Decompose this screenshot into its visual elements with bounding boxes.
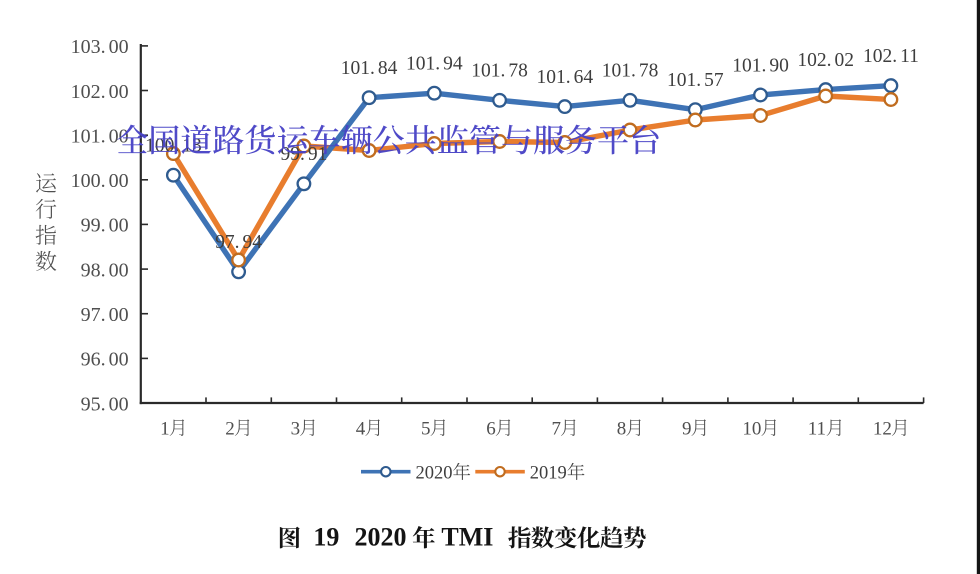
svg-text:103.00: 103. 00 bbox=[71, 36, 129, 58]
svg-text:99.91: 99. 91 bbox=[280, 144, 327, 165]
svg-text:2019: 2019 bbox=[530, 463, 567, 483]
svg-text:102.00: 102. 00 bbox=[71, 81, 129, 103]
svg-text:101.57: 101. 57 bbox=[667, 70, 724, 91]
svg-text:2: 2 bbox=[225, 419, 235, 440]
svg-text:11: 11 bbox=[808, 419, 826, 440]
svg-text:3: 3 bbox=[291, 419, 301, 440]
svg-text:97.00: 97. 00 bbox=[81, 304, 129, 326]
svg-text:1: 1 bbox=[160, 419, 170, 440]
svg-text:95.00: 95. 00 bbox=[81, 393, 129, 415]
svg-text:99.00: 99. 00 bbox=[81, 215, 129, 237]
svg-text:101.64: 101. 64 bbox=[536, 67, 593, 88]
svg-text:4: 4 bbox=[356, 419, 366, 440]
svg-text:101.94: 101. 94 bbox=[406, 54, 463, 75]
svg-text:100.00: 100. 00 bbox=[71, 170, 129, 192]
svg-text:8: 8 bbox=[617, 419, 627, 440]
svg-text:101.00: 101. 00 bbox=[71, 126, 129, 148]
svg-text:98.00: 98. 00 bbox=[81, 259, 129, 281]
svg-text:101.90: 101. 90 bbox=[732, 55, 789, 76]
svg-text:101.78: 101. 78 bbox=[471, 61, 528, 82]
svg-text:97.94: 97. 94 bbox=[215, 232, 262, 253]
svg-text:10: 10 bbox=[742, 419, 761, 440]
svg-text:TMI: TMI bbox=[441, 522, 493, 551]
svg-text:7: 7 bbox=[552, 419, 562, 440]
svg-text:2020: 2020 bbox=[416, 463, 453, 483]
svg-text:5: 5 bbox=[421, 419, 431, 440]
svg-text:12: 12 bbox=[873, 419, 892, 440]
svg-text:101.78: 101. 78 bbox=[602, 61, 659, 82]
svg-text:9: 9 bbox=[682, 419, 692, 440]
svg-text:101.84: 101. 84 bbox=[341, 58, 398, 79]
svg-text:2020: 2020 bbox=[355, 522, 407, 551]
svg-text:96.00: 96. 00 bbox=[81, 349, 129, 371]
svg-text:6: 6 bbox=[486, 419, 496, 440]
svg-text:102.11: 102. 11 bbox=[863, 46, 919, 67]
svg-text:19: 19 bbox=[313, 522, 339, 551]
svg-text:102.02: 102. 02 bbox=[797, 50, 854, 71]
